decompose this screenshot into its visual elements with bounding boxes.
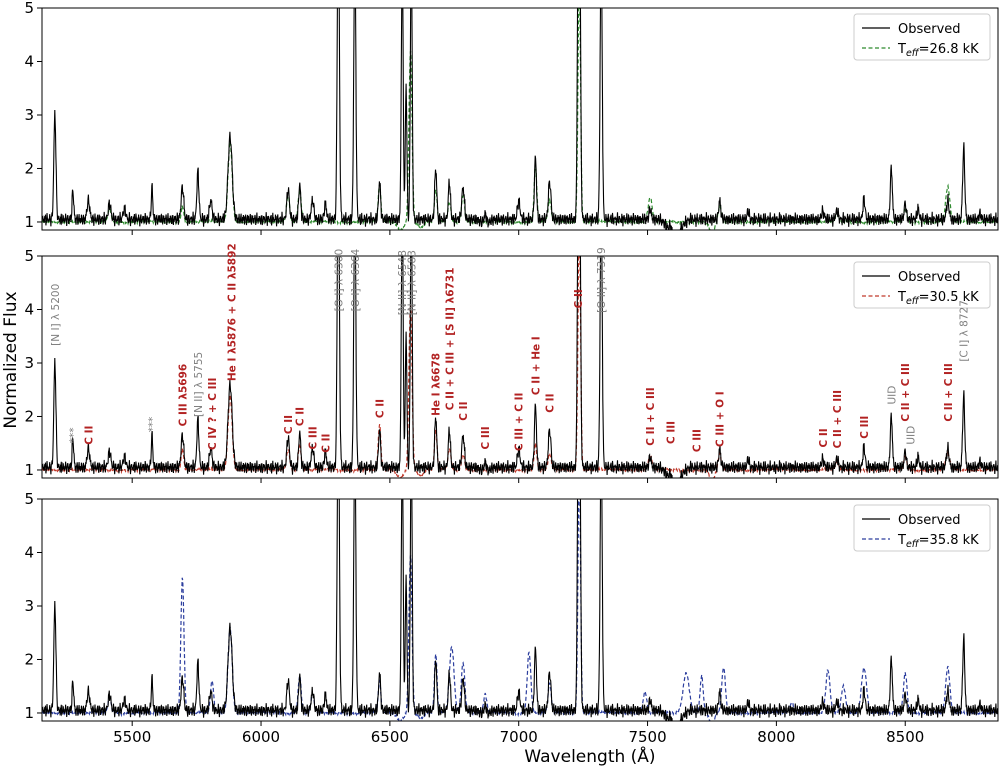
x-tick-label: 7500	[628, 728, 666, 746]
legend-model-label: Teff=30.5 kK	[897, 290, 979, 307]
line-annotation: [N II] λ 5755	[193, 352, 205, 417]
line-annotation: He I λ5876 + C II λ5892	[226, 243, 238, 381]
line-annotation: He I λ6678	[431, 353, 443, 416]
line-annotation: UID	[905, 426, 917, 445]
y-tick-label: 2	[24, 407, 34, 425]
legend: Observed Teff=35.8 kK	[853, 504, 991, 552]
line-annotation: C II	[321, 434, 333, 453]
line-annotation: C III	[692, 429, 704, 452]
legend-observed-label: Observed	[898, 22, 961, 37]
x-tick-label: 8000	[757, 728, 795, 746]
line-annotation: UID	[886, 386, 898, 405]
panel-bottom: 1 2 3 4 5 5500 6000 6500 7000 7500 8000 8500 Observe…	[24, 490, 999, 746]
y-tick-label: 1	[24, 213, 34, 231]
legend: Observed Teff=26.8 kK	[853, 13, 991, 61]
legend: Observed Teff=30.5 kK	[853, 261, 991, 309]
line-annotation: C II	[375, 399, 387, 418]
line-annotation: [C I] λ 8727	[959, 300, 971, 362]
y-tick-label: 3	[24, 106, 34, 124]
y-tick-label: 2	[24, 159, 34, 177]
line-annotation: C II	[295, 407, 307, 426]
line-annotation: [O II] λ 7319	[596, 247, 608, 313]
plot-frame	[41, 255, 999, 479]
panel-middle: 1 2 3 4 5 Observed Teff=30.5 kK [N I] λ 5200 ***…	[24, 243, 999, 483]
line-annotation: C III λ5696	[177, 364, 189, 427]
x-tick-label: 6000	[242, 728, 280, 746]
x-tick-label: 7000	[500, 728, 538, 746]
line-annotation: C II	[573, 289, 585, 308]
y-tick-label: 4	[24, 543, 34, 561]
panel-top: 1 2 3 4 5 Observed Teff=26.8 kK	[24, 0, 999, 235]
line-annotation: C III + C II	[514, 393, 526, 451]
line-annotation: [N I] λ 5200	[50, 284, 62, 346]
y-tick-label: 5	[24, 0, 34, 17]
line-annotation: C IV ? + C III	[207, 378, 219, 450]
y-tick-label: 1	[24, 461, 34, 479]
line-annotation: C II + C III	[645, 387, 657, 445]
plot-frame	[41, 7, 999, 231]
legend-observed-label: Observed	[898, 513, 961, 528]
line-annotation: C III + O I	[715, 391, 727, 447]
y-tick-label: 2	[24, 650, 34, 668]
line-annotation: C II	[458, 402, 470, 421]
line-annotation: C II	[818, 428, 830, 447]
plot-frame	[41, 498, 999, 722]
observed-spectrum-line	[42, 256, 998, 478]
line-annotation: [N II] λ 6583	[406, 250, 418, 315]
line-annotation: C III	[308, 426, 320, 449]
x-axis-title: Wavelength (Å)	[524, 745, 655, 767]
line-annotation: [N II] λ 6548	[397, 250, 409, 315]
line-annotation: ***	[68, 427, 80, 443]
y-tick-label: 4	[24, 52, 34, 70]
y-tick-label: 3	[24, 354, 34, 372]
observed-spectrum-line	[42, 8, 998, 230]
y-tick-label: 5	[24, 490, 34, 508]
legend-model-label: Teff=35.8 kK	[897, 533, 979, 550]
y-tick-label: 3	[24, 597, 34, 615]
line-annotation: C II + C III + [S II] λ6731	[444, 268, 456, 411]
line-annotation: C II	[283, 415, 295, 434]
legend-model-label: Teff=26.8 kK	[897, 42, 979, 59]
y-tick-label: 4	[24, 300, 34, 318]
line-annotation: C II	[545, 394, 557, 413]
y-tick-label: 5	[24, 247, 34, 265]
y-axis-title: Normalized Flux	[1, 291, 21, 428]
y-tick-label: 1	[24, 704, 34, 722]
x-tick-label: 6500	[371, 728, 409, 746]
x-tick-label: 8500	[886, 728, 924, 746]
line-annotation: C III	[666, 421, 678, 444]
line-annotation: C II + C III	[943, 363, 955, 421]
line-annotation: C II + C III	[900, 363, 912, 421]
line-annotation: C II + C III	[832, 390, 844, 448]
legend-observed-label: Observed	[898, 270, 961, 285]
line-annotation: [O I] λ 6300	[333, 249, 345, 312]
line-annotation: C III	[859, 416, 871, 439]
line-annotation: [O I] λ 6364	[350, 249, 362, 312]
observed-spectrum-line	[42, 499, 998, 721]
line-annotation: C II + He I	[531, 336, 543, 395]
line-annotation: C II	[83, 426, 95, 445]
line-annotation: ***	[147, 417, 159, 433]
x-tick-label: 5500	[113, 728, 151, 746]
model-spectrum-line	[42, 8, 998, 230]
line-annotation: C III	[480, 426, 492, 449]
